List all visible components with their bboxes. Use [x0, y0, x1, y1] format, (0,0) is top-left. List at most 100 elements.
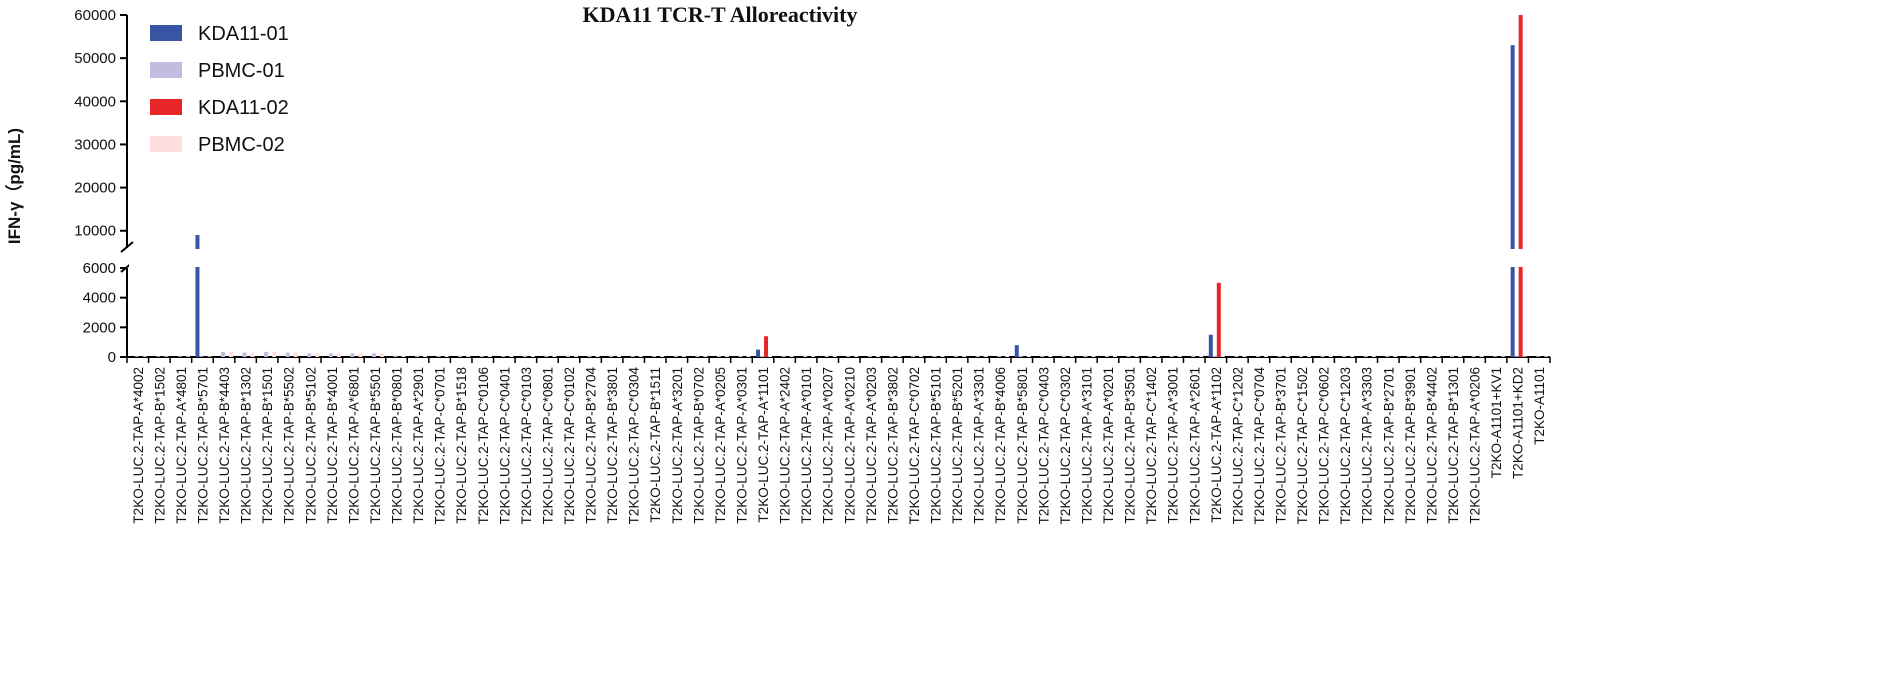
bar	[1510, 45, 1515, 357]
bar	[350, 353, 355, 357]
x-tick-label: T2KO-LUC.2-TAP-C*0702	[907, 367, 922, 524]
bar	[1479, 355, 1484, 357]
bar	[724, 355, 729, 357]
y-tick-label: 4000	[83, 290, 116, 307]
x-tick-label: T2KO-LUC.2-TAP-C*1203	[1338, 367, 1353, 524]
bar	[565, 355, 570, 357]
bar	[466, 355, 471, 357]
legend-label: PBMC-01	[198, 60, 285, 82]
x-tick-label: T2KO-LUC.2-TAP-A*0210	[842, 367, 857, 524]
bar	[1026, 355, 1031, 357]
x-tick-label: T2KO-LUC.2-TAP-B*1511	[648, 367, 663, 523]
bar	[918, 355, 923, 357]
x-tick-label: T2KO-LUC.2-TAP-C*0302	[1058, 367, 1073, 524]
bar	[811, 355, 816, 357]
x-tick-label: T2KO-LUC.2-TAP-B*1501	[260, 367, 275, 524]
x-tick-label: T2KO-LUC.2-TAP-A*0101	[799, 367, 814, 524]
bar	[652, 355, 657, 357]
legend-swatch	[150, 99, 182, 115]
bar	[1148, 355, 1153, 357]
x-tick-label: T2KO-LUC.2-TAP-A*4002	[131, 367, 146, 524]
bar	[617, 355, 622, 357]
bar	[1471, 355, 1476, 357]
x-tick-label: T2KO-LUC.2-TAP-B*5501	[368, 367, 383, 524]
bar	[1263, 355, 1268, 357]
x-tick-label: T2KO-A1101+KV1	[1489, 367, 1504, 478]
bar	[638, 355, 643, 357]
x-tick-label: T2KO-LUC.2-TAP-C*0403	[1036, 367, 1051, 524]
bar	[875, 355, 880, 357]
bar	[824, 355, 829, 357]
bar	[285, 352, 290, 357]
bar	[1342, 355, 1347, 357]
bar	[768, 355, 773, 357]
bar	[1328, 355, 1333, 357]
bar	[1277, 355, 1282, 357]
x-tick-label: T2KO-LUC.2-TAP-A*1102	[1209, 367, 1224, 523]
y-tick-label: 40000	[74, 93, 116, 110]
bar	[630, 355, 635, 357]
x-tick-label: T2KO-LUC.2-TAP-A*4801	[174, 367, 189, 524]
bar	[195, 235, 200, 357]
bar	[832, 355, 837, 357]
bar	[910, 355, 915, 357]
x-tick-label: T2KO-LUC.2-TAP-B*1301	[1446, 367, 1461, 524]
bar	[867, 355, 872, 357]
bar	[1414, 355, 1419, 357]
bar	[1285, 355, 1290, 357]
bar	[1544, 356, 1549, 357]
bar	[962, 355, 967, 357]
bar	[1199, 355, 1204, 357]
chart-title: KDA11 TCR-T Alloreactivity	[583, 2, 858, 27]
x-tick-label: T2KO-LUC.2-TAP-B*5801	[1015, 367, 1030, 524]
x-tick-label: T2KO-LUC.2-TAP-C*0304	[627, 367, 642, 525]
bar	[199, 356, 204, 357]
bar	[1208, 334, 1213, 357]
y-tick-label: 50000	[74, 50, 116, 67]
bar	[177, 356, 182, 357]
bar	[458, 355, 463, 357]
x-tick-label: T2KO-LUC.2-TAP-B*5101	[929, 367, 944, 524]
bar	[1113, 355, 1118, 357]
bar	[250, 352, 255, 357]
x-tick-label: T2KO-LUC.2-TAP-B*5201	[950, 367, 965, 524]
x-tick-label: T2KO-LUC.2-TAP-B*1502	[152, 367, 167, 524]
bar	[415, 355, 420, 357]
bar	[1428, 355, 1433, 357]
bar	[975, 355, 980, 357]
bar	[1048, 355, 1053, 357]
bar	[897, 355, 902, 357]
x-tick-label: T2KO-LUC.2-TAP-C*0401	[497, 367, 512, 524]
bar	[509, 355, 514, 357]
bar	[134, 356, 139, 357]
bar	[552, 355, 557, 357]
bar	[789, 355, 794, 357]
bar	[487, 355, 492, 357]
x-tick-label: T2KO-LUC.2-TAP-A*6801	[346, 367, 361, 524]
x-tick-label: T2KO-LUC.2-TAP-A*2901	[411, 367, 426, 524]
bar	[1536, 356, 1541, 357]
y-tick-label: 60000	[74, 7, 116, 24]
legend-label: KDA11-02	[198, 97, 289, 119]
bar	[1191, 355, 1196, 357]
x-tick-label: T2KO-LUC.2-TAP-A*2601	[1187, 367, 1202, 524]
x-tick-label: T2KO-LUC.2-TAP-A*2402	[778, 367, 793, 524]
x-tick-label: T2KO-LUC.2-TAP-B*4006	[993, 367, 1008, 524]
y-tick-label: 6000	[83, 260, 116, 277]
bar	[1220, 355, 1225, 357]
bar	[530, 355, 535, 357]
bar	[1083, 355, 1088, 357]
bar	[315, 353, 320, 357]
bar	[954, 355, 959, 357]
bar	[1350, 355, 1355, 357]
bar	[1040, 355, 1045, 357]
x-tick-label: T2KO-LUC.2-TAP-B*0801	[390, 367, 405, 524]
bar	[1457, 355, 1462, 357]
x-tick-label: T2KO-LUC.2-TAP-C*0106	[476, 367, 491, 524]
legend-label: KDA11-01	[198, 23, 289, 45]
x-tick-label: T2KO-LUC.2-TAP-B*5502	[282, 367, 297, 524]
bar	[587, 355, 592, 357]
bar	[156, 356, 161, 357]
bar	[1514, 356, 1519, 357]
